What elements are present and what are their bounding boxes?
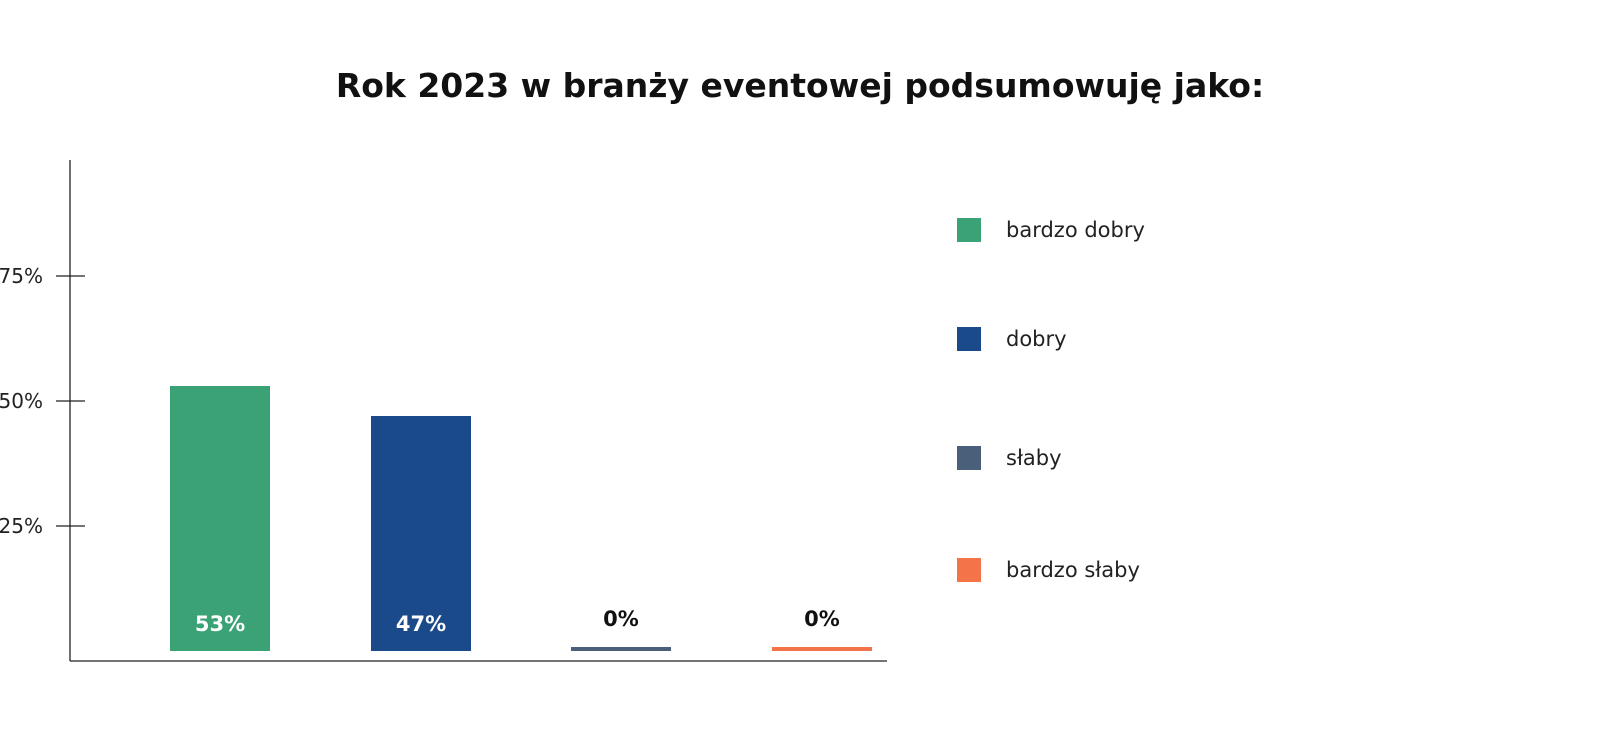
- legend-label: dobry: [1006, 327, 1067, 351]
- legend-swatch: [957, 446, 981, 470]
- legend-swatch: [957, 327, 981, 351]
- bars: [170, 386, 872, 651]
- legend-swatch: [957, 218, 981, 242]
- bar-4: [772, 647, 872, 651]
- legend: bardzo dobry dobry słaby bardzo słaby: [957, 218, 1145, 582]
- bar-1: [170, 386, 270, 651]
- bar-3: [571, 647, 671, 651]
- y-ticks: 25% 50% 75%: [0, 264, 85, 538]
- y-tick-label: 50%: [0, 389, 43, 413]
- y-tick-label: 25%: [0, 514, 43, 538]
- legend-label: bardzo słaby: [1006, 558, 1140, 582]
- bar-value-label: 0%: [603, 607, 639, 631]
- bar-value-label: 47%: [396, 612, 446, 636]
- bar-value-label: 53%: [195, 612, 245, 636]
- bar-labels: 53% 47% 0% 0%: [195, 607, 840, 636]
- y-tick-label: 75%: [0, 264, 43, 288]
- bar-value-label: 0%: [804, 607, 840, 631]
- legend-label: słaby: [1006, 446, 1062, 470]
- legend-swatch: [957, 558, 981, 582]
- chart-title: Rok 2023 w branży eventowej podsumowuję …: [336, 66, 1264, 105]
- legend-label: bardzo dobry: [1006, 218, 1145, 242]
- bar-2: [371, 416, 471, 651]
